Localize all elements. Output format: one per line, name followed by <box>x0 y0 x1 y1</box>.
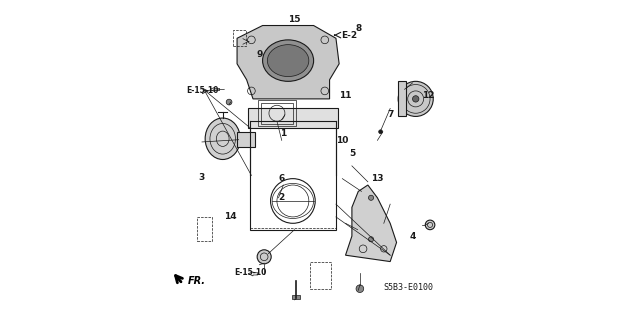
Text: 1: 1 <box>280 130 287 138</box>
Text: 11: 11 <box>339 91 352 100</box>
Text: E-2: E-2 <box>340 31 357 40</box>
Circle shape <box>369 195 374 200</box>
Circle shape <box>226 99 232 105</box>
Circle shape <box>356 285 364 293</box>
Bar <box>233 30 246 46</box>
Circle shape <box>257 250 271 264</box>
Text: E-15-10: E-15-10 <box>186 86 218 95</box>
Polygon shape <box>210 87 220 92</box>
Text: E-15-10: E-15-10 <box>234 268 266 277</box>
Circle shape <box>425 220 435 230</box>
Text: 6: 6 <box>278 174 285 183</box>
Bar <box>398 81 406 116</box>
Text: 8: 8 <box>355 24 362 33</box>
Text: 14: 14 <box>225 212 237 221</box>
Bar <box>258 100 296 126</box>
Text: 4: 4 <box>410 232 416 241</box>
Bar <box>261 103 293 124</box>
Circle shape <box>379 130 383 134</box>
Bar <box>248 108 337 128</box>
Text: 13: 13 <box>371 174 383 183</box>
Polygon shape <box>248 272 258 276</box>
Text: 3: 3 <box>199 173 205 182</box>
Text: FR.: FR. <box>188 276 205 286</box>
Circle shape <box>369 237 374 242</box>
Bar <box>310 262 331 289</box>
Circle shape <box>398 81 433 116</box>
Text: 10: 10 <box>336 136 349 145</box>
Text: 5: 5 <box>349 149 355 158</box>
Text: 2: 2 <box>278 193 285 202</box>
Text: 15: 15 <box>288 15 301 24</box>
Bar <box>250 118 336 230</box>
Text: 12: 12 <box>422 91 435 100</box>
Text: 7: 7 <box>387 110 394 119</box>
Bar <box>197 217 212 241</box>
Ellipse shape <box>268 45 309 77</box>
Polygon shape <box>346 185 397 262</box>
Ellipse shape <box>205 118 240 160</box>
Text: S5B3-E0100: S5B3-E0100 <box>384 283 434 292</box>
Bar <box>237 132 255 147</box>
Text: 9: 9 <box>256 50 262 59</box>
Bar <box>292 295 300 299</box>
Ellipse shape <box>262 40 314 81</box>
Circle shape <box>413 96 419 102</box>
Polygon shape <box>237 26 339 99</box>
